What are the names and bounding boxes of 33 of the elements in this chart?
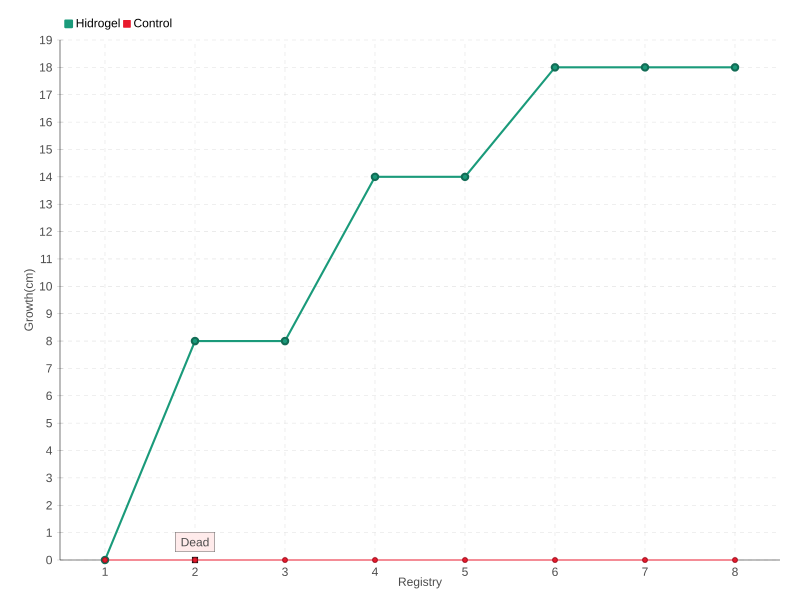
y-tick-label: 9: [46, 309, 52, 318]
x-axis-title: Registry: [398, 577, 442, 588]
y-tick-label: 4: [46, 446, 52, 455]
y-tick-label: 5: [46, 418, 52, 428]
y-tick-label: 1: [46, 528, 52, 537]
y-tick-label: 10: [40, 282, 52, 291]
x-tick-label: 7: [642, 568, 648, 576]
legend-label: Hidrogel: [76, 18, 120, 30]
y-tick-label: 7: [46, 364, 52, 373]
annotation: Dead: [182, 538, 209, 546]
x-tick-label: 4: [372, 568, 378, 576]
y-tick-label: 2: [46, 501, 52, 510]
y-tick-label: 8: [46, 336, 52, 346]
y-tick-label: 17: [40, 90, 52, 99]
y-tick-label: 6: [46, 392, 52, 400]
y-tick-label: 12: [40, 227, 52, 236]
y-tick-label: 13: [40, 200, 52, 208]
y-tick-label: 18: [40, 63, 52, 72]
y-axis-title: Growth(cm): [24, 269, 36, 331]
y-tick-label: 14: [40, 172, 52, 181]
x-tick-label: 8: [732, 568, 738, 576]
x-tick-label: 5: [462, 568, 468, 576]
y-tick-label: 11: [40, 254, 52, 264]
y-tick-label: 19: [40, 36, 52, 44]
legend-label: Control: [134, 18, 172, 28]
y-tick-label: 15: [40, 145, 52, 154]
x-tick-label: 1: [102, 568, 108, 576]
x-tick-label: 6: [552, 568, 558, 576]
y-tick-label: 0: [46, 556, 52, 564]
y-tick-label: 16: [40, 118, 52, 126]
y-tick-label: 3: [46, 474, 52, 482]
x-tick-label: 2: [192, 568, 198, 576]
x-tick-label: 3: [282, 568, 288, 576]
